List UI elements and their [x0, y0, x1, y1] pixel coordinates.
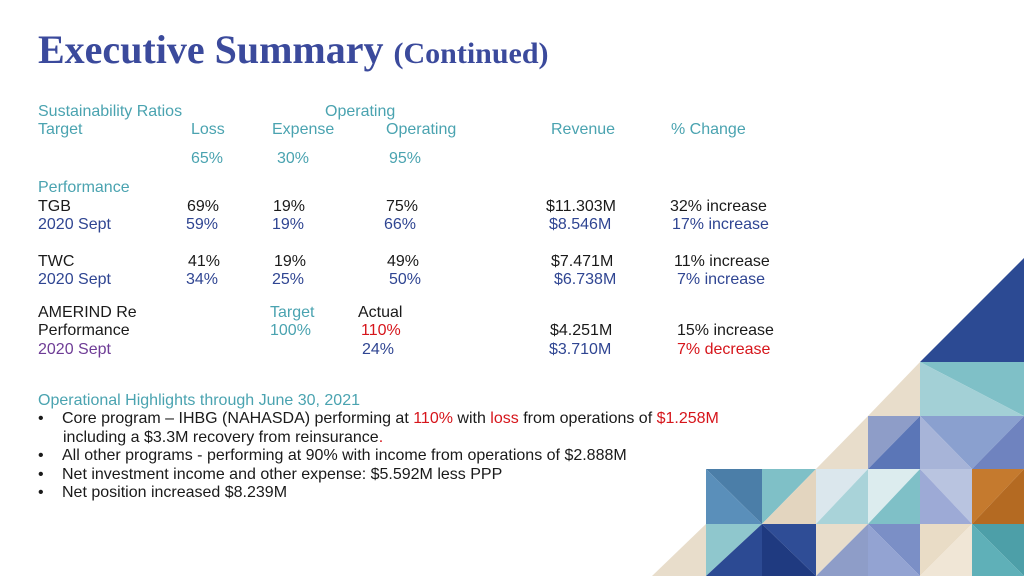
row-name: TGB	[38, 198, 71, 215]
row-loss: 34%	[186, 271, 219, 288]
highlight-item: • Net investment income and other expense…	[38, 466, 503, 483]
highlight-item: • Core program – IHBG (NAHASDA) performin…	[38, 410, 719, 427]
amerind-sept-revenue: $3.710M	[549, 341, 612, 358]
highlight-item: • All other programs - performing at 90% …	[38, 447, 627, 464]
amerind-change: 15% increase	[677, 322, 774, 339]
highlight-item-cont: including a $3.3M recovery from reinsura…	[63, 429, 384, 446]
amerind-revenue: $4.251M	[550, 322, 613, 339]
row-name: 2020 Sept	[38, 216, 111, 233]
row-loss: 69%	[187, 198, 220, 215]
triangle-shape	[868, 524, 920, 576]
triangle-shape	[652, 524, 706, 576]
triangle-shape	[762, 524, 816, 576]
amerind-target-value: 100%	[270, 322, 311, 339]
triangle-shape	[920, 469, 972, 524]
target-loss: 65%	[191, 150, 224, 167]
row-name: 2020 Sept	[38, 271, 111, 288]
page-title: Executive Summary (Continued)	[38, 26, 549, 73]
header-revenue: Revenue	[551, 121, 616, 138]
amerind-sept-label: 2020 Sept	[38, 341, 111, 358]
row-name: TWC	[38, 253, 75, 270]
operating-label: Operating	[325, 103, 396, 120]
triangle-shape	[920, 362, 1024, 416]
row-revenue: $8.546M	[549, 216, 612, 233]
row-change: 11% increase	[674, 253, 770, 270]
row-change: 17% increase	[672, 216, 769, 233]
amerind-target-label: Target	[270, 304, 315, 321]
row-change: 7% increase	[677, 271, 766, 288]
performance-label: Performance	[38, 179, 130, 196]
amerind-name: AMERIND Re	[38, 304, 137, 321]
triangle-shape	[972, 524, 1024, 576]
row-operating: 50%	[389, 271, 422, 288]
row-expense: 19%	[272, 216, 305, 233]
header-change: % Change	[671, 121, 746, 138]
row-revenue: $7.471M	[551, 253, 614, 270]
triangle-shape	[868, 362, 920, 416]
bullet-marker: •	[38, 484, 44, 501]
sustainability-label: Sustainability Ratios	[38, 103, 183, 120]
bullet-marker: •	[38, 466, 44, 483]
triangle-shape	[816, 524, 868, 576]
triangle-shape	[920, 416, 972, 469]
header-operating: Operating	[386, 121, 457, 138]
highlight-item: • Net position increased $8.239M	[38, 484, 288, 501]
row-revenue: $6.738M	[554, 271, 617, 288]
triangle-shape	[706, 469, 762, 524]
row-loss: 41%	[188, 253, 221, 270]
row-operating: 66%	[384, 216, 417, 233]
amerind-sept-change: 7% decrease	[677, 341, 771, 358]
amerind-actual-label: Actual	[358, 304, 403, 321]
triangle-shape	[868, 416, 920, 469]
target-label: Target	[38, 121, 83, 138]
title-sub: (Continued)	[393, 37, 549, 70]
target-expense: 30%	[277, 150, 310, 167]
header-expense: Expense	[272, 121, 335, 138]
triangle-shape	[920, 416, 1024, 469]
target-operating: 95%	[389, 150, 422, 167]
bullet-marker: •	[38, 410, 44, 427]
triangle-shape	[816, 416, 868, 469]
row-revenue: $11.303M	[546, 198, 616, 215]
amerind-performance-label: Performance	[38, 322, 130, 339]
row-expense: 19%	[273, 198, 306, 215]
header-loss: Loss	[191, 121, 225, 138]
amerind-actual-value: 110%	[361, 322, 401, 339]
row-expense: 19%	[274, 253, 307, 270]
triangle-shape	[816, 469, 868, 524]
row-loss: 59%	[186, 216, 219, 233]
triangle-shape	[920, 258, 1024, 362]
triangle-shape	[762, 469, 816, 524]
triangle-shape	[706, 524, 762, 576]
triangle-shape	[868, 469, 920, 524]
row-expense: 25%	[272, 271, 305, 288]
bullet-marker: •	[38, 447, 44, 464]
row-change: 32% increase	[670, 198, 767, 215]
triangle-shape	[972, 416, 1024, 469]
highlights-heading: Operational Highlights through June 30, …	[38, 392, 360, 409]
row-operating: 75%	[386, 198, 419, 215]
triangle-shape	[920, 524, 972, 576]
title-main: Executive Summary	[38, 27, 384, 72]
amerind-sept-value: 24%	[362, 341, 395, 358]
triangle-shape	[972, 469, 1024, 524]
row-operating: 49%	[387, 253, 420, 270]
